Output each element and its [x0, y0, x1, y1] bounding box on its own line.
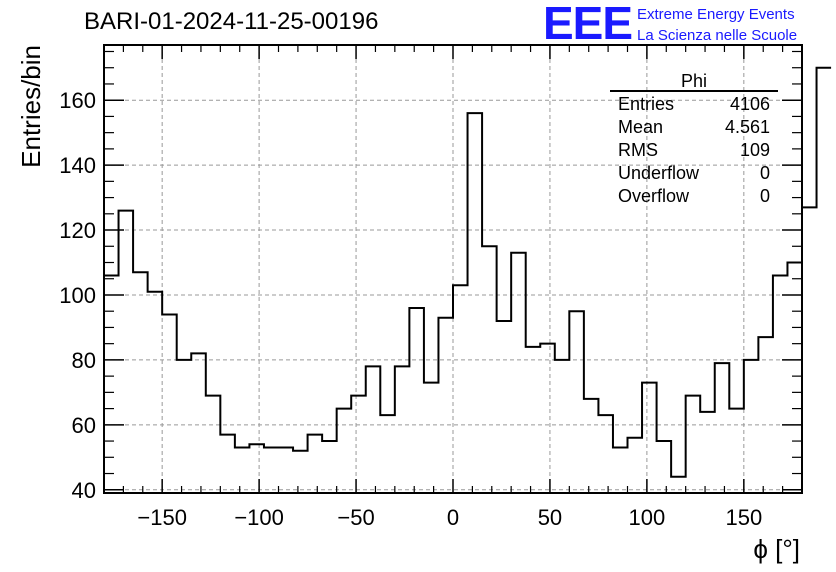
axis-ticks	[103, 45, 803, 493]
logo-line-2: La Scienza nelle Scuole	[637, 27, 798, 44]
stats-label: Overflow	[618, 186, 690, 206]
logo-text: Extreme Energy Events La Scienza nelle S…	[637, 4, 797, 46]
y-axis-title: Entries/bin	[16, 45, 46, 168]
y-tick-label: 60	[72, 413, 96, 438]
histogram-series	[104, 66, 832, 478]
y-tick-label: 160	[59, 88, 96, 113]
x-axis-title: ϕ [°]	[753, 534, 800, 564]
stats-value: 4106	[730, 94, 770, 114]
stats-value: 109	[740, 140, 770, 160]
y-tick-label: 120	[59, 218, 96, 243]
stats-value: 0	[760, 186, 770, 206]
y-tick-label: 80	[72, 348, 96, 373]
x-tick-label: −50	[337, 505, 374, 530]
x-tick-label: −150	[137, 505, 187, 530]
chart-title: BARI-01-2024-11-25-00196	[84, 8, 379, 35]
stats-label: Entries	[618, 94, 674, 114]
stats-label: Underflow	[618, 163, 700, 183]
stats-value: 4.561	[725, 117, 770, 137]
y-tick-label: 100	[59, 283, 96, 308]
eee-logo: EEE	[543, 0, 633, 49]
stats-label: Mean	[618, 117, 663, 137]
plot-frame	[103, 44, 803, 494]
x-tick-label: 100	[629, 505, 666, 530]
stats-box: Phi Entries 4106 Mean 4.561 RMS 109 Underflow 0…	[610, 71, 778, 206]
stats-label: RMS	[618, 140, 658, 160]
tick-labels: −150 −100 −50 0 50 100 150 40 60 80 100 120 140 160	[59, 88, 762, 530]
stats-value: 0	[760, 163, 770, 183]
logo-line-1: Extreme Energy Events	[637, 6, 795, 23]
grid-lines	[104, 45, 802, 493]
x-tick-label: 150	[725, 505, 762, 530]
y-tick-label: 40	[72, 478, 96, 503]
y-tick-label: 140	[59, 153, 96, 178]
x-tick-label: 0	[447, 505, 459, 530]
x-tick-label: 50	[538, 505, 562, 530]
x-tick-label: −100	[234, 505, 284, 530]
stats-title: Phi	[681, 71, 707, 91]
